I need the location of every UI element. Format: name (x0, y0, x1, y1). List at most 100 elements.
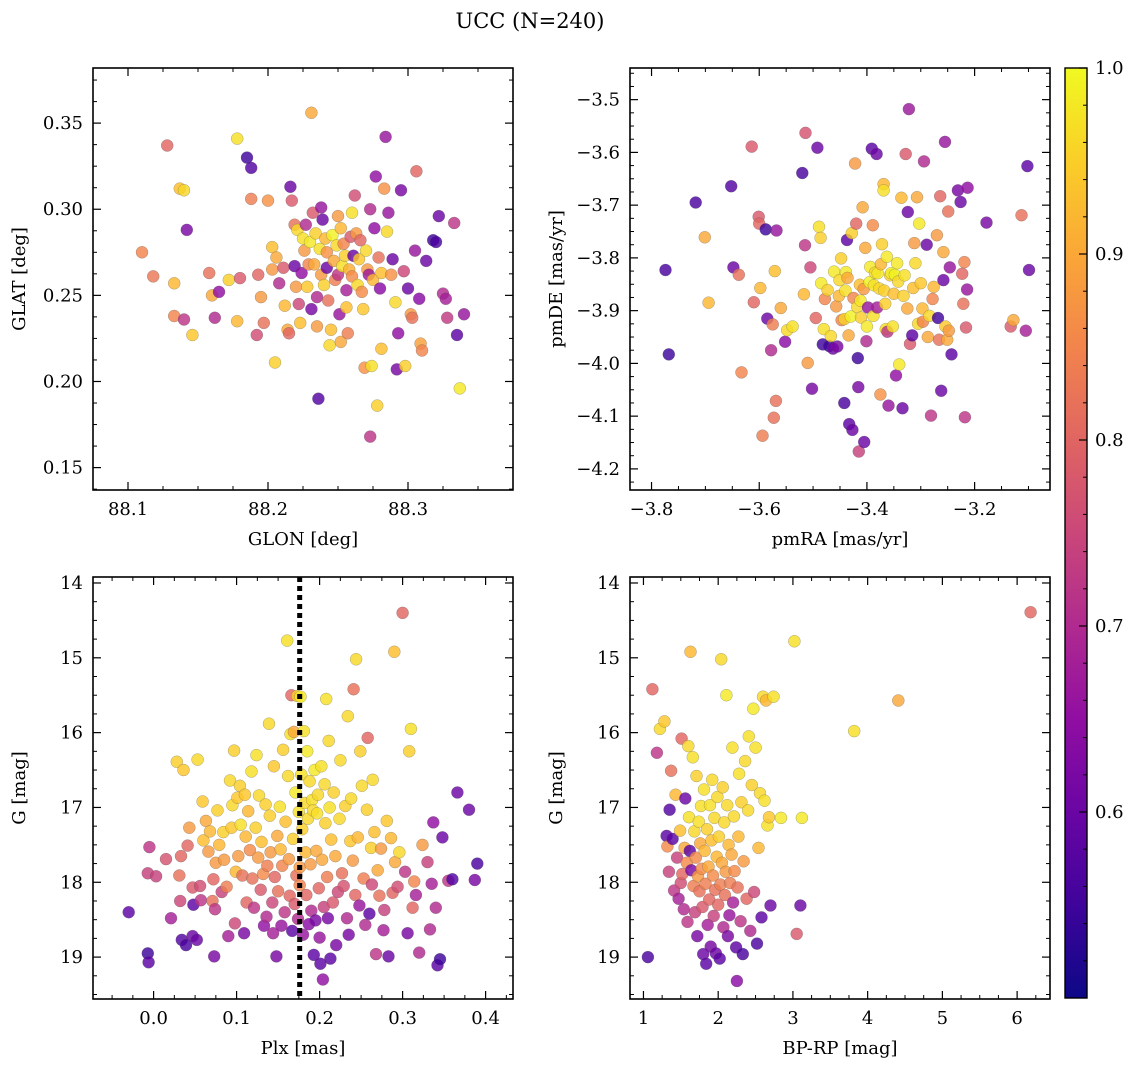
y-axis-label: pmDE [mas/yr] (546, 210, 567, 348)
scatter-point (374, 842, 388, 855)
scatter-point (322, 734, 335, 748)
scatter-point (774, 811, 788, 825)
scatter-point (854, 311, 868, 324)
scatter-point (744, 924, 757, 938)
scatter-point (681, 915, 694, 929)
scatter-point (312, 392, 325, 405)
x-tick-label: 5 (937, 1008, 948, 1029)
scatter-point (273, 277, 286, 290)
scatter-point (778, 335, 792, 348)
scatter-point (741, 804, 755, 817)
scatter-point (462, 803, 476, 816)
scatter-point (369, 170, 382, 183)
scatter-point (143, 840, 156, 854)
y-tick-label: 0.20 (43, 371, 83, 392)
scatter-point (747, 702, 760, 715)
scatter-point (334, 335, 347, 349)
scatter-point (173, 894, 187, 908)
scatter-point (177, 184, 191, 197)
scatter-point (420, 254, 433, 268)
scatter-point (446, 873, 459, 886)
axis-ticks: 1 2 3 4 5 6 14 15 16 17 18 19 (597, 573, 1050, 1029)
scatter-point (122, 906, 135, 919)
colorbar: 0.6 0.7 0.8 0.9 1.0 (1064, 58, 1124, 999)
x-tick-label: 4 (862, 1008, 873, 1029)
y-tick-label: −3.6 (576, 142, 620, 163)
axis-ticks: 0.0 0.1 0.2 0.3 0.4 14 15 16 17 18 19 (60, 573, 513, 1029)
scatter-point (882, 399, 895, 412)
scatter-point (732, 767, 746, 780)
scatter-point (672, 892, 685, 905)
scatter-point (839, 284, 852, 297)
scatter-point (958, 255, 971, 269)
scatter-point (735, 366, 748, 379)
scatter-point (786, 320, 799, 333)
scatter-point (315, 201, 328, 214)
scatter-point (252, 789, 266, 802)
scatter-point (892, 694, 905, 707)
colorbar-tick-label: 0.9 (1095, 244, 1124, 265)
scatter-point (914, 277, 927, 290)
panel-plx-g: 0.0 0.1 0.2 0.3 0.4 14 15 16 17 18 19 Plx [mas] G … (9, 573, 514, 1059)
scatter-point (337, 879, 350, 893)
scatter-point (228, 917, 242, 930)
scatter-point (670, 851, 684, 864)
scatter-point (308, 258, 321, 271)
scatter-point (797, 288, 811, 301)
scatter-point (173, 869, 186, 882)
scatter-point (326, 896, 340, 909)
scatter-point (340, 284, 353, 297)
scatter-point (874, 388, 887, 401)
scatter-point (404, 722, 418, 736)
scatter-point (310, 290, 324, 304)
scatter-point (371, 399, 384, 412)
scatter-point (924, 409, 938, 422)
scatter-point (320, 870, 334, 884)
scatter-point (392, 327, 405, 340)
scatter-point (730, 974, 744, 988)
colorbar-gradient (1064, 67, 1088, 999)
scatter-point (698, 231, 711, 244)
y-tick-label: −3.9 (576, 301, 620, 322)
scatter-point (956, 267, 969, 280)
scatter-point (646, 683, 659, 696)
scatter-point (736, 947, 749, 961)
scatter-point (177, 313, 191, 326)
scatter-point (658, 715, 671, 728)
scatter-point (433, 953, 447, 966)
scatter-point (895, 191, 908, 205)
scatter-point (697, 783, 711, 796)
scatter-point (927, 280, 940, 294)
scatter-point (333, 812, 346, 825)
scatter-point (212, 838, 226, 852)
x-tick-label: 88.2 (248, 499, 288, 520)
scatter-point (755, 911, 768, 924)
scatter-point (769, 394, 783, 408)
x-tick-label: 0.0 (139, 1008, 168, 1029)
scatter-point (310, 807, 324, 820)
scatter-point (261, 194, 275, 207)
scatter-point (393, 846, 406, 859)
x-axis-label: pmRA [mas/yr] (772, 529, 909, 550)
scatter-point (690, 769, 703, 783)
scatter-point (913, 217, 926, 230)
scatter-point (232, 849, 245, 863)
scatter-point (310, 844, 323, 858)
scatter-point (788, 635, 801, 648)
scatter-point (842, 329, 855, 342)
scatter-point (852, 445, 865, 458)
scatter-point (239, 830, 252, 843)
scatter-point (747, 885, 761, 899)
scatter-point (259, 798, 272, 811)
scatter-point (758, 794, 771, 807)
y-tick-label: 19 (60, 947, 83, 968)
scatter-point (689, 196, 702, 209)
scatter-point (902, 102, 916, 116)
scatter-point (388, 645, 401, 658)
scatter-point (378, 182, 391, 195)
scatter-point (945, 348, 958, 361)
scatter-point (135, 246, 149, 259)
colorbar-tick-label: 0.6 (1095, 802, 1124, 823)
scatter-point (324, 952, 337, 965)
scatter-point (301, 745, 314, 758)
